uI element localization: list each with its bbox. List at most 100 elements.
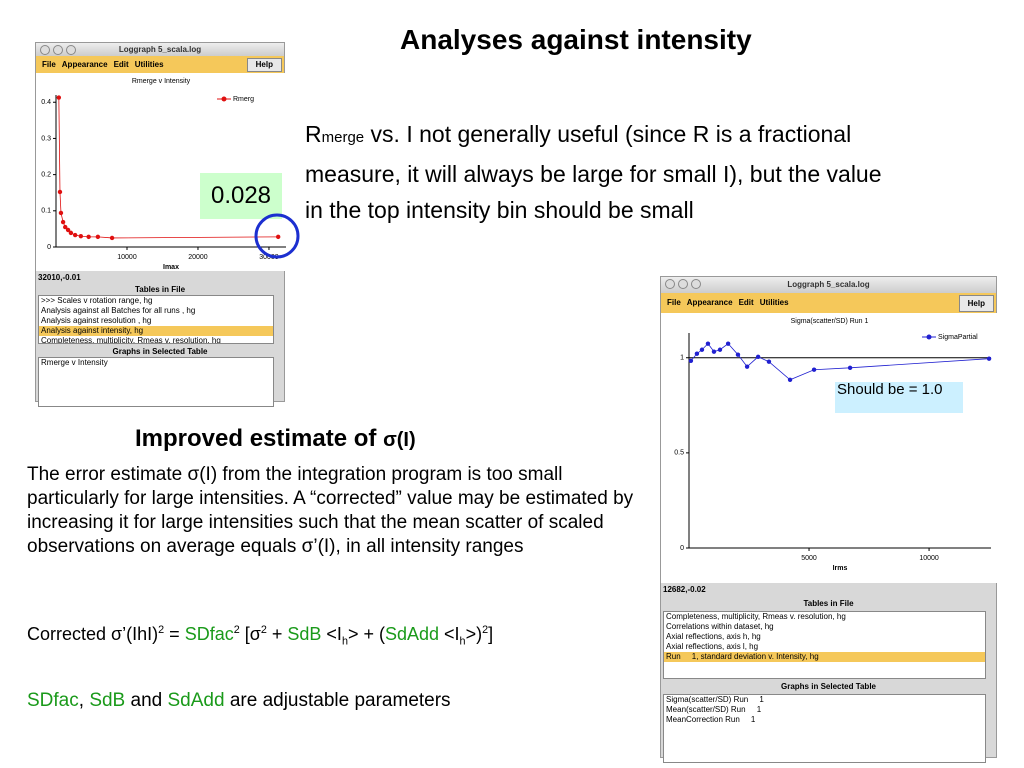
data-point [72,232,78,238]
data-point [68,230,74,236]
slide-title: Analyses against intensity [400,24,752,55]
t: ] [488,624,494,644]
subscript: merge [321,129,365,146]
coordinates: 12682,-0.02 [663,585,706,594]
data-point [755,354,761,359]
table-item[interactable]: Axial reflections, axis l, hg [666,642,759,651]
table-item[interactable]: Axial reflections, axis h, hg [666,632,761,641]
table-item[interactable]: Completeness, multiplicity, Rmeas v. res… [41,336,221,344]
loggraph-window: Loggraph 5_scala.log File Appearance Edit Ut… [660,276,998,763]
value-callout: 0.028 [200,173,282,219]
window-buttons[interactable] [665,279,704,295]
sigma: σ(I) [383,429,416,451]
menu-item[interactable]: Utilities [759,298,789,307]
t: and [125,690,168,711]
x-axis-label: Imax [163,264,179,271]
data-point [688,358,694,363]
t: [σ [239,624,261,644]
data-point [56,95,62,100]
tables-label: Tables in File [803,599,854,608]
data-point [744,364,750,369]
y-tick-label: 1 [680,355,684,362]
t: , [78,690,90,711]
t: h [341,635,348,648]
table-item[interactable]: Analysis against resolution , hg [41,316,152,325]
table-item[interactable]: >>> Scales v rotation range, hg [41,296,153,305]
data-point [60,219,66,225]
data-point [57,189,63,195]
table-item[interactable]: Analysis against all Batches for all run… [41,306,196,315]
data-point [986,356,992,361]
menu-item[interactable]: Utilities [134,60,164,69]
x-tick-label: 20000 [188,254,208,261]
rmerge-text: Rmerge vs. I not generally useful (since… [305,116,905,228]
highlight-circle [254,213,300,259]
legend-marker [221,96,227,102]
legend-marker [926,334,932,340]
menu-item[interactable]: File [42,60,56,69]
t: > + ( [347,624,385,644]
window-buttons[interactable] [40,45,79,59]
y-tick-label: 0 [680,545,684,552]
table-item[interactable]: Run 1, standard deviation v. Intensity, … [664,652,985,662]
menu-bar: File Appearance Edit Utilities Help [36,56,284,74]
help-button[interactable]: Help [246,58,282,72]
tables-list: Completeness, multiplicity, Rmeas v. res… [663,611,986,679]
legend-label: SigmaPartial [938,334,978,341]
chart-title: Rmerge v Intensity [132,78,191,85]
data-point [699,347,705,352]
help-button[interactable]: Help [958,295,994,312]
chart: Sigma(scatter/SD) Run 1 0 0.5 1 5000 10000 Irm… [661,313,998,583]
coordinates: 32010,-0.01 [38,273,81,282]
data-point [847,365,853,371]
graphs-label: Graphs in Selected Table [781,682,876,691]
graph-item[interactable]: Rmerge v Intensity [41,358,108,367]
graphs-list: Sigma(scatter/SD) Run 1 Mean(scatter/SD) … [663,694,986,763]
data-point [711,349,717,354]
menu-item[interactable]: File [667,298,681,307]
data-point [725,341,731,346]
data-point [694,351,700,356]
data-point [58,210,64,216]
menu-item[interactable]: Appearance [686,298,733,307]
x-tick-label: 30000 [259,254,279,261]
table-item[interactable]: Completeness, multiplicity, Rmeas v. res… [666,612,846,621]
data-line [690,343,990,381]
loggraph-window: Loggraph 5_scala.log File Appearance Edit Ut… [35,42,286,407]
y-tick-label: 0.1 [41,208,51,215]
legend-label: Rmerg [233,96,254,103]
window-title: Loggraph 5_scala.log [118,45,202,54]
menu-item[interactable]: Appearance [61,60,108,69]
window-title: Loggraph 5_scala.log [787,280,870,289]
x-tick-label: 10000 [117,254,137,261]
data-point [811,367,817,372]
data-point [735,352,741,357]
x-tick-label: 5000 [801,555,817,562]
y-tick-label: 0 [47,244,51,251]
t: 2 [482,624,489,636]
graph-item[interactable]: Sigma(scatter/SD) Run 1 [666,695,764,704]
graph-item[interactable]: Mean(scatter/SD) Run 1 [666,705,762,714]
graph-item[interactable]: MeanCorrection Run 1 [666,715,756,724]
t: h [459,635,466,648]
t: <I [439,624,460,644]
t: 2 [260,624,267,636]
t: SdB [287,624,322,644]
title-bar: Loggraph 5_scala.log [36,43,284,56]
graphs-list: Rmerge v Intensity [38,357,274,407]
section-title: Improved estimate of σ(I) [135,425,416,453]
chart: Rmerge v Intensity 0 0.1 0.2 0.3 0.4 10000 2000… [36,73,286,271]
data-point [705,341,711,346]
data-point [63,224,68,230]
table-item[interactable]: Correlations within dataset, hg [666,622,774,631]
data-point [95,234,101,240]
menu-item[interactable]: Edit [738,298,754,307]
t: are adjustable parameters [224,690,451,711]
menu-item[interactable]: Edit [113,60,129,69]
chart-title: Sigma(scatter/SD) Run 1 [791,318,869,325]
t: SdAdd [384,624,440,644]
t: SdB [89,690,126,711]
table-item[interactable]: Analysis against intensity, hg [39,326,273,336]
footer: SDfac, SdB and SdAdd are adjustable para… [27,690,451,712]
data-point [86,234,91,240]
